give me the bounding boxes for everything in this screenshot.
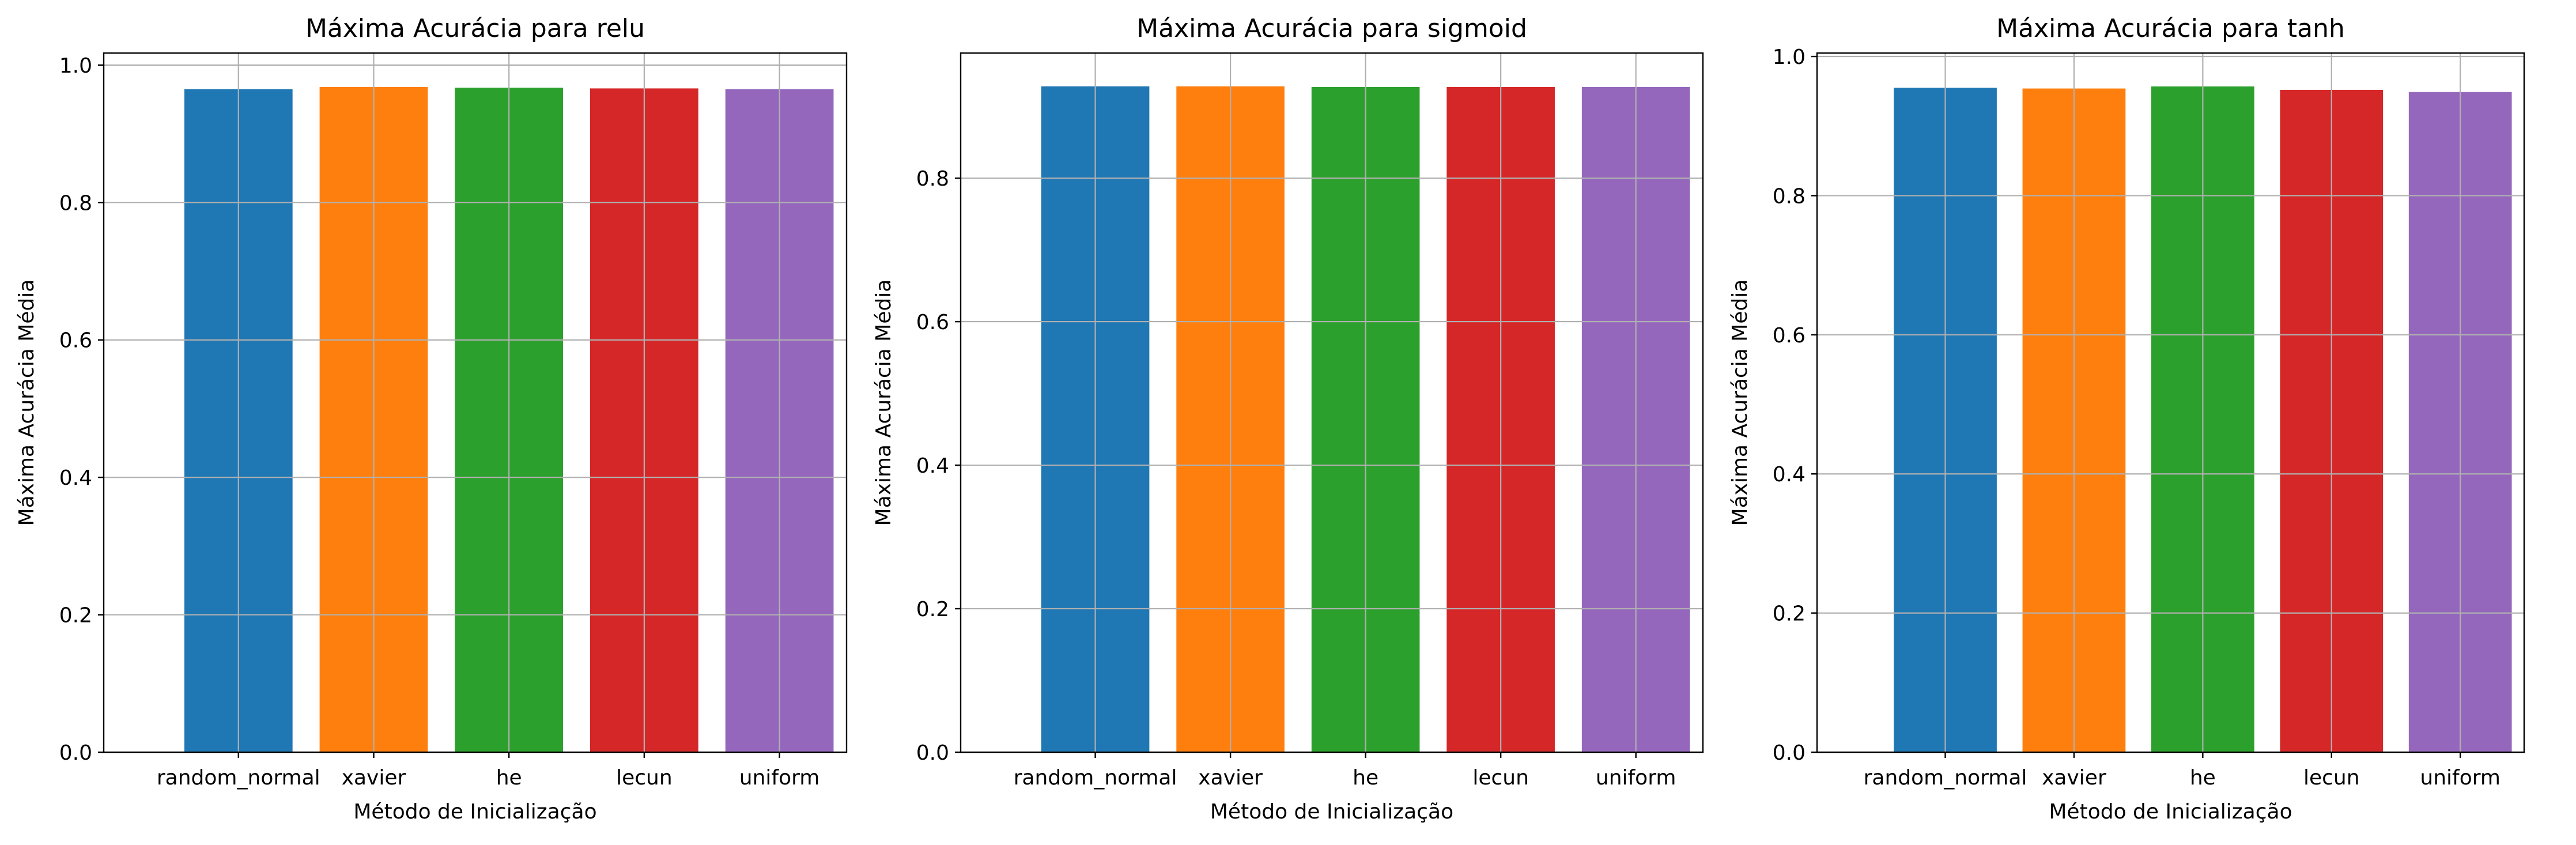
x-tick-label: lecun [2303,766,2360,790]
y-tick-label: 0.2 [59,604,92,628]
x-tick-label: lecun [616,766,673,790]
x-tick-label: lecun [1472,766,1529,790]
subplot-1: 0.0 0.2 0.4 0.6 0.8 1.0 random_normal xavier he l… [15,14,848,824]
axes-frame [1816,52,2525,753]
y-tick-label: 0.6 [1773,324,1806,348]
x-tick-label: random_normal [1864,766,2027,790]
axes-frame [960,52,1704,753]
y-tick-label: 0.2 [1773,602,1806,626]
grid [1817,53,2524,753]
x-tick-label: random_normal [157,766,320,790]
x-tick-label: xavier [1198,766,1263,790]
x-tick-label: he [2190,766,2216,790]
x-axis-label: Método de Inicialização [1210,800,1453,824]
y-tick-label: 0.8 [916,167,949,191]
x-tick-label: xavier [342,766,406,790]
subplot-3: 0.0 0.2 0.4 0.6 0.8 1.0 random_normal xavier he l… [1728,14,2525,824]
y-tick-label: 0.0 [59,741,92,765]
x-tick-label: uniform [2420,766,2501,790]
y-tick-label: 0.6 [916,311,949,334]
y-tick-label: 0.4 [59,466,92,490]
chart-title: Máxima Acurácia para relu [305,14,645,43]
y-tick-label: 0.4 [916,454,949,478]
chart-title: Máxima Acurácia para tanh [1996,14,2345,43]
y-tick-label: 0.2 [916,598,949,621]
chart-title: Máxima Acurácia para sigmoid [1136,14,1527,43]
y-tick-label: 1.0 [59,54,92,78]
x-axis-label: Método de Inicialização [2049,800,2292,824]
x-tick-label: uniform [1596,766,1676,790]
subplot-2: 0.0 0.2 0.4 0.6 0.8 random_normal xavier he lecu… [872,14,1704,824]
y-tick-label: 0.4 [1773,463,1806,486]
y-tick-label: 0.8 [1773,184,1806,208]
x-tick-label: he [496,766,522,790]
y-tick-label: 0.6 [59,329,92,353]
x-tick-label: he [1353,766,1378,790]
y-axis-label: Máxima Acurácia Média [15,280,39,526]
y-tick-label: 0.8 [59,191,92,215]
x-tick-label: xavier [2042,766,2106,790]
y-tick-label: 1.0 [1773,46,1806,69]
y-axis-label: Máxima Acurácia Média [1728,280,1752,526]
x-tick-label: uniform [739,766,820,790]
grid [104,53,847,753]
y-tick-label: 0.0 [916,741,949,765]
x-tick-label: random_normal [1014,766,1177,790]
y-axis-label: Máxima Acurácia Média [872,280,896,526]
x-axis-label: Método de Inicialização [353,800,596,824]
y-tick-label: 0.0 [1773,741,1806,765]
axes-frame [103,52,848,753]
grid [961,53,1703,753]
